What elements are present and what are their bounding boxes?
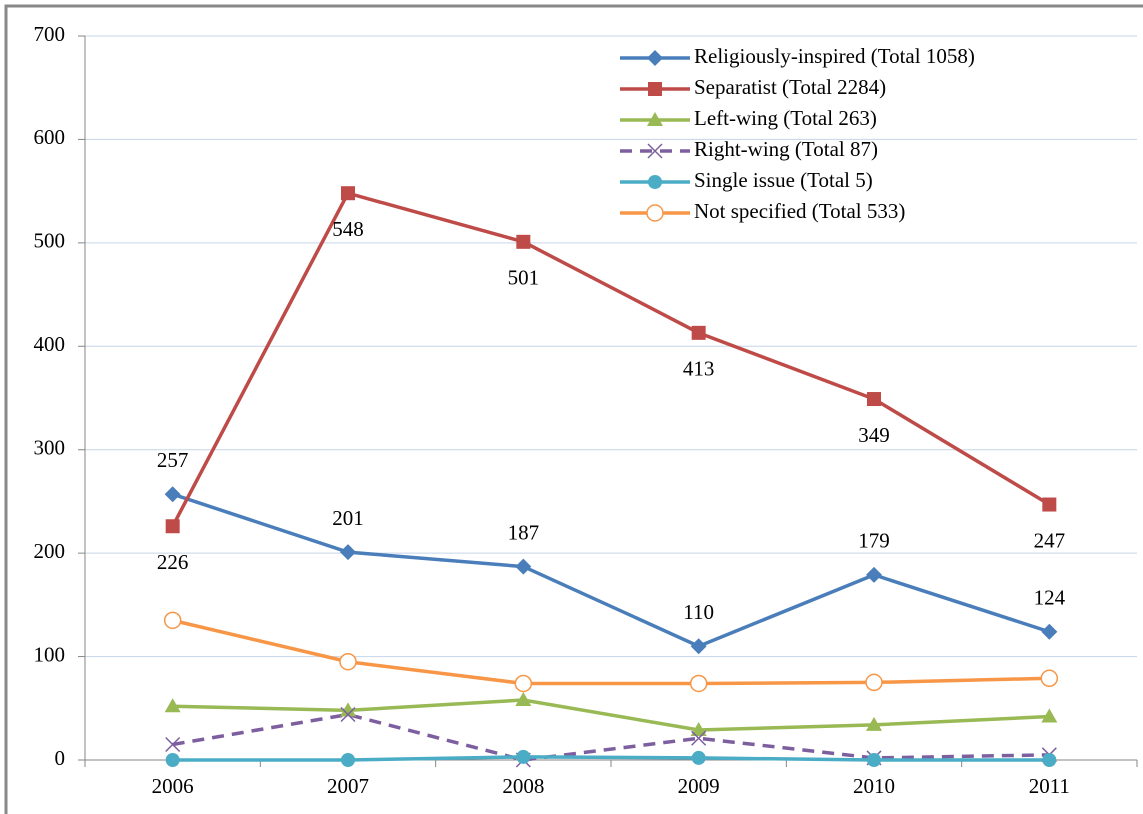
data-point — [1040, 669, 1059, 688]
data-point — [866, 716, 882, 731]
data-point — [341, 753, 355, 767]
data-point — [690, 722, 707, 737]
data-point — [341, 186, 355, 201]
y-tick-label: 600 — [34, 125, 66, 149]
y-tick-label: 200 — [34, 539, 66, 563]
x-tick-label: 2011 — [1029, 774, 1070, 798]
series-line — [172, 618, 1050, 686]
data-point — [514, 674, 533, 693]
data-point — [163, 611, 182, 630]
data-point — [867, 392, 881, 407]
series-line — [172, 698, 1050, 732]
data-point — [340, 544, 356, 561]
legend-marker — [647, 143, 663, 159]
data-point — [516, 234, 531, 249]
y-tick-label: 0 — [55, 746, 66, 770]
data-label: 124 — [1034, 586, 1066, 610]
data-point — [164, 486, 181, 503]
data-point — [1041, 623, 1058, 640]
y-tick-label: 100 — [34, 642, 66, 666]
legend-label: Not specified (Total 533) — [694, 199, 905, 223]
data-point — [866, 566, 882, 583]
data-point — [1041, 708, 1058, 723]
legend-marker — [646, 204, 664, 222]
data-point — [1042, 497, 1057, 512]
data-label: 257 — [157, 448, 189, 472]
data-point — [867, 753, 881, 767]
data-point — [691, 325, 706, 340]
data-label: 501 — [508, 266, 540, 290]
data-point — [516, 749, 531, 764]
data-point — [164, 698, 181, 713]
data-label: 226 — [157, 550, 189, 574]
data-point — [691, 750, 706, 765]
legend-label: Single issue (Total 5) — [694, 168, 873, 192]
data-point — [340, 702, 356, 717]
series-line — [172, 755, 1050, 762]
y-tick-label: 300 — [34, 436, 66, 460]
legend-marker — [648, 175, 662, 189]
legend-label: Left-wing (Total 263) — [694, 106, 877, 130]
data-label: 187 — [508, 520, 540, 544]
data-label: 247 — [1034, 528, 1066, 552]
data-point — [340, 706, 356, 723]
data-point — [165, 519, 180, 534]
data-point — [165, 753, 180, 767]
series-line — [172, 492, 1050, 649]
legend-label: Separatist (Total 2284) — [694, 75, 886, 99]
data-point — [691, 730, 707, 746]
chart-frame — [4, 4, 1143, 814]
legend-marker — [648, 82, 662, 96]
series-line — [172, 712, 1050, 762]
data-label: 413 — [683, 357, 715, 381]
data-point — [689, 674, 708, 693]
data-point — [339, 652, 357, 671]
data-point — [515, 692, 532, 707]
data-point — [865, 673, 883, 692]
data-point — [1042, 753, 1057, 767]
legend-label: Religiously-inspired (Total 1058) — [694, 44, 975, 68]
data-point — [515, 558, 532, 575]
x-tick-label: 2009 — [678, 774, 720, 798]
data-label: 201 — [332, 506, 364, 530]
y-tick-label: 400 — [34, 332, 66, 356]
series-line — [171, 191, 1051, 528]
data-point — [165, 736, 181, 753]
x-tick-label: 2007 — [327, 774, 369, 798]
x-tick-label: 2008 — [502, 774, 544, 798]
data-label: 548 — [332, 217, 364, 241]
data-label: 349 — [858, 423, 890, 447]
x-tick-label: 2006 — [152, 774, 194, 798]
data-label: 179 — [858, 529, 890, 553]
legend-marker — [647, 50, 663, 66]
y-tick-label: 700 — [34, 22, 66, 46]
x-tick-label: 2010 — [853, 774, 895, 798]
y-tick-label: 500 — [34, 229, 66, 253]
data-label: 110 — [683, 600, 714, 624]
legend-marker — [647, 112, 663, 126]
data-point — [690, 638, 707, 655]
legend-label: Right-wing (Total 87) — [694, 137, 878, 161]
